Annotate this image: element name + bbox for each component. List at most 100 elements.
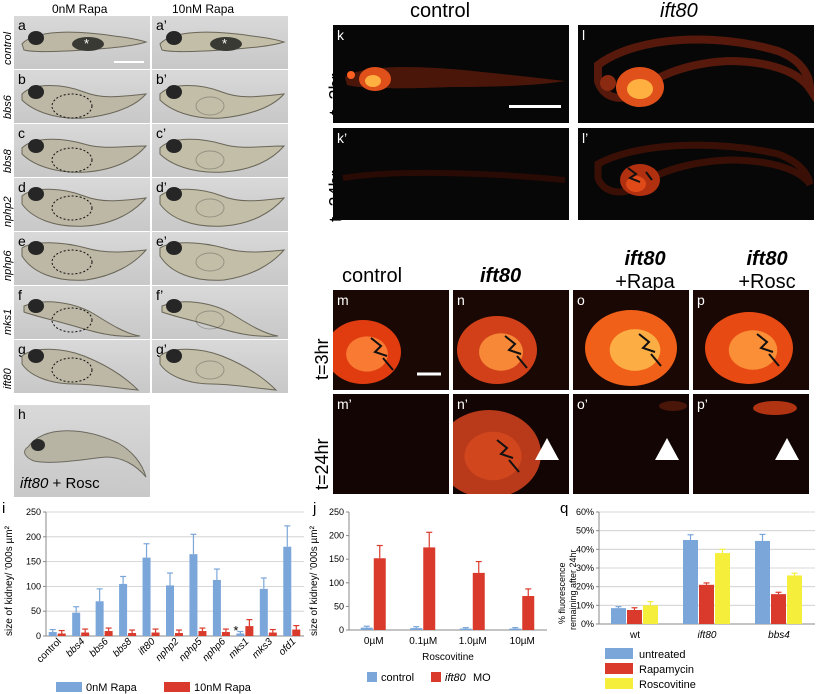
fish-eye xyxy=(28,241,44,255)
x-tick-label: 0µM xyxy=(364,636,384,647)
fish-body xyxy=(23,301,141,337)
fish-body xyxy=(161,301,279,337)
panel-label: g xyxy=(18,341,26,357)
fish-image xyxy=(159,348,278,391)
legend-swatch xyxy=(431,672,441,682)
gene-label-bbs6: bbs6 xyxy=(2,95,14,119)
kidney-outline xyxy=(195,310,225,330)
panel-label-l-prime: l’ xyxy=(582,130,589,146)
x-tick-label: bbs8 xyxy=(111,636,134,659)
bar xyxy=(236,633,245,636)
fish-fluorescence xyxy=(594,35,814,107)
panel-l: l xyxy=(578,25,814,123)
panel-g: g xyxy=(14,340,150,393)
y-tick-label: 50 xyxy=(31,606,41,616)
x-tick-label: ift80 xyxy=(698,630,717,641)
bar xyxy=(292,629,301,636)
y-tick-label: 150 xyxy=(26,557,41,567)
bar xyxy=(166,585,174,636)
fish-image xyxy=(21,85,148,119)
panel-label: f xyxy=(18,287,22,303)
y-tick-label: 50% xyxy=(576,526,594,536)
panel-label-l: l xyxy=(582,27,586,43)
mid-title-ift80-rapa: ift80 +Rapa xyxy=(590,248,700,294)
kidney-fluorescence xyxy=(457,316,537,384)
y-tick-label: 200 xyxy=(329,531,344,541)
bar xyxy=(360,627,373,630)
col-header-10nM: 10nM Rapa xyxy=(172,2,235,16)
bar xyxy=(787,575,802,624)
kidney-outline xyxy=(51,93,93,119)
arrowhead-icon xyxy=(655,438,679,460)
mid-title-rapa-treat: +Rapa xyxy=(615,271,675,293)
legend-label: Rapamycin xyxy=(639,664,694,676)
panel-label: m’ xyxy=(337,396,352,412)
fish-image: * xyxy=(159,31,286,52)
fish-image xyxy=(161,299,279,337)
panel-label: p’ xyxy=(697,396,708,412)
y-tick-label: 200 xyxy=(26,532,41,542)
legend-swatch xyxy=(605,663,633,674)
fish-image xyxy=(159,187,286,227)
mid-title-rapa-gene: ift80 xyxy=(624,248,666,270)
panel-m’: m’ xyxy=(333,394,449,494)
panel-label-k: k xyxy=(337,27,344,43)
swim-bladder xyxy=(72,37,104,51)
bar xyxy=(57,633,66,636)
panel-label: n’ xyxy=(457,396,468,412)
row-label-24hr-mid: t=24hr xyxy=(312,438,332,490)
kidney-blob xyxy=(753,401,797,415)
panel-n’: n’ xyxy=(453,394,569,494)
kidney-outline xyxy=(195,150,225,170)
kidney-blob xyxy=(659,401,687,411)
x-tick-label: bbs4 xyxy=(768,630,790,641)
pigment-cells xyxy=(638,333,662,367)
panel-label: o xyxy=(577,292,585,308)
bar xyxy=(509,628,522,630)
panel-label: f’ xyxy=(156,287,164,303)
panel-c: c xyxy=(14,124,150,177)
fish-image xyxy=(159,138,286,173)
kidney-fluorescence xyxy=(659,401,687,411)
kidney-outline xyxy=(195,360,225,380)
panel-e: e xyxy=(14,232,150,285)
legend-swatch xyxy=(56,682,82,692)
panel-label: m xyxy=(337,292,349,308)
y-tick-label: 150 xyxy=(329,554,344,564)
gene-label-nphp2: nphp2 xyxy=(2,196,14,227)
panel-label: c’ xyxy=(156,125,167,141)
legend-swatch xyxy=(605,648,633,659)
fish-eye xyxy=(28,299,44,313)
panel-label: c xyxy=(18,125,25,141)
panel-a’: a’ * xyxy=(152,16,288,69)
y-axis-label: remaining after 24hr xyxy=(568,549,578,630)
x-tick-label: bbs4 xyxy=(64,636,87,659)
panel-label: o’ xyxy=(577,396,588,412)
pigment-cells xyxy=(504,335,528,369)
panel-p’: p’ xyxy=(693,394,809,494)
bar xyxy=(522,596,535,630)
bar xyxy=(373,558,386,630)
title-ift80: ift80 xyxy=(660,0,698,22)
legend-label: 10nM Rapa xyxy=(194,682,252,694)
bar xyxy=(259,588,268,636)
bar xyxy=(151,632,160,636)
asterisk-mark: * xyxy=(222,36,227,51)
fish-body xyxy=(159,85,286,119)
bar xyxy=(72,612,81,636)
row-label-3hr-mid: t=3hr xyxy=(312,338,332,380)
kidney-core xyxy=(464,431,522,481)
mid-title-control: control xyxy=(342,265,403,287)
panel-label: b xyxy=(18,71,26,87)
fish-fluorescence xyxy=(345,67,565,91)
fish-body xyxy=(159,242,286,281)
legend-swatch xyxy=(367,672,377,682)
kidney-fluorescence xyxy=(453,410,541,494)
fish-eye xyxy=(166,139,182,153)
fish-image: * xyxy=(21,31,148,63)
bar xyxy=(95,601,104,636)
panel-o: o xyxy=(573,290,689,390)
bar xyxy=(627,610,642,624)
panel-label-i: i xyxy=(2,500,6,517)
